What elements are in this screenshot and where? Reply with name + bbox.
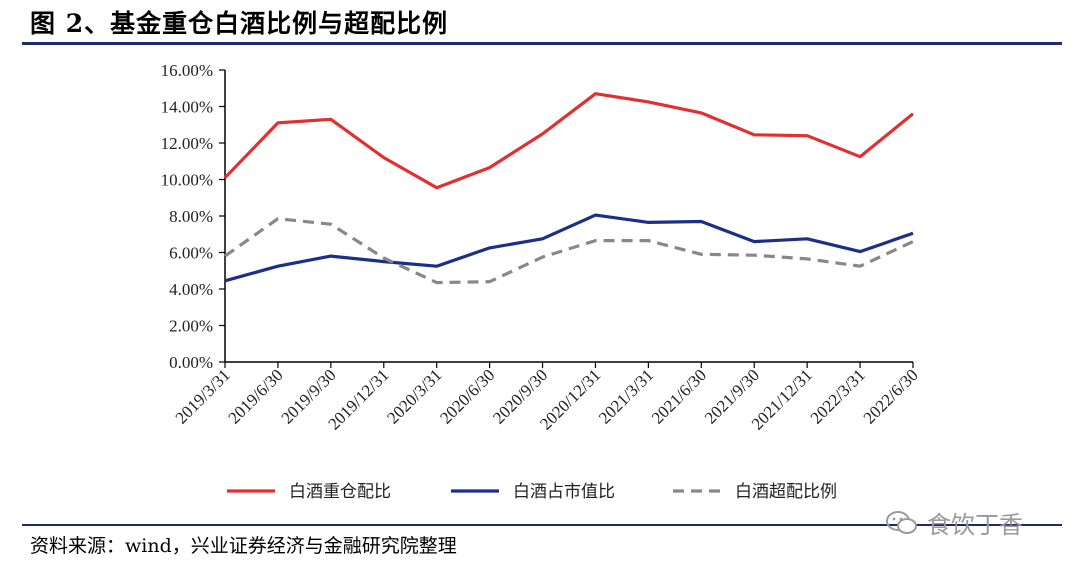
x-tick-label: 2020/6/30 (436, 365, 498, 427)
x-tick-label: 2021/3/31 (595, 365, 657, 427)
x-tick-label: 2019/3/31 (172, 365, 234, 427)
legend-label: 白酒占市值比 (513, 482, 615, 502)
legend-label: 白酒重仓配比 (289, 482, 391, 502)
x-tick-label: 2021/6/30 (648, 365, 710, 427)
series-line (224, 213, 914, 283)
series-line (223, 92, 915, 190)
y-tick-label: 4.00% (169, 280, 213, 299)
series-lines (223, 92, 915, 285)
y-tick-label: 10.00% (161, 171, 213, 190)
title-divider (22, 42, 1062, 45)
y-tick-label: 14.00% (161, 98, 213, 117)
x-tick-label: 2020/3/31 (383, 365, 445, 427)
x-axis-ticks: 2019/3/312019/6/302019/9/302019/12/31202… (172, 362, 922, 434)
y-axis-ticks: 0.00% 2.00% 4.00% 6.00% 8.00% 10.00% 12.00% 14.… (161, 61, 225, 372)
y-tick-label: 12.00% (161, 134, 213, 153)
watermark-text: 食饮丁香 (927, 511, 1023, 539)
x-tick-label: 2022/6/30 (860, 365, 922, 427)
source-divider (22, 524, 1062, 526)
legend-label: 白酒超配比例 (735, 482, 837, 502)
wechat-icon (886, 510, 917, 534)
y-tick-label: 16.00% (161, 61, 213, 80)
legend: 白酒重仓配比 白酒占市值比 白酒超配比例 (227, 482, 837, 502)
series-line (224, 217, 914, 285)
y-tick-label: 2.00% (169, 317, 213, 336)
y-tick-label: 8.00% (169, 207, 213, 226)
source-note: 资料来源：wind，兴业证券经济与金融研究院整理 (30, 535, 457, 557)
line-chart: 0.00% 2.00% 4.00% 6.00% 8.00% 10.00% 12.00% 14.… (161, 61, 922, 502)
y-tick-label: 6.00% (169, 244, 213, 263)
y-tick-label: 0.00% (169, 353, 213, 372)
watermark: 食饮丁香 (885, 505, 1023, 540)
x-tick-label: 2022/3/31 (807, 365, 869, 427)
x-tick-label: 2019/6/30 (225, 365, 287, 427)
chart-title: 图 2、基金重仓白酒比例与超配比例 (30, 9, 449, 38)
